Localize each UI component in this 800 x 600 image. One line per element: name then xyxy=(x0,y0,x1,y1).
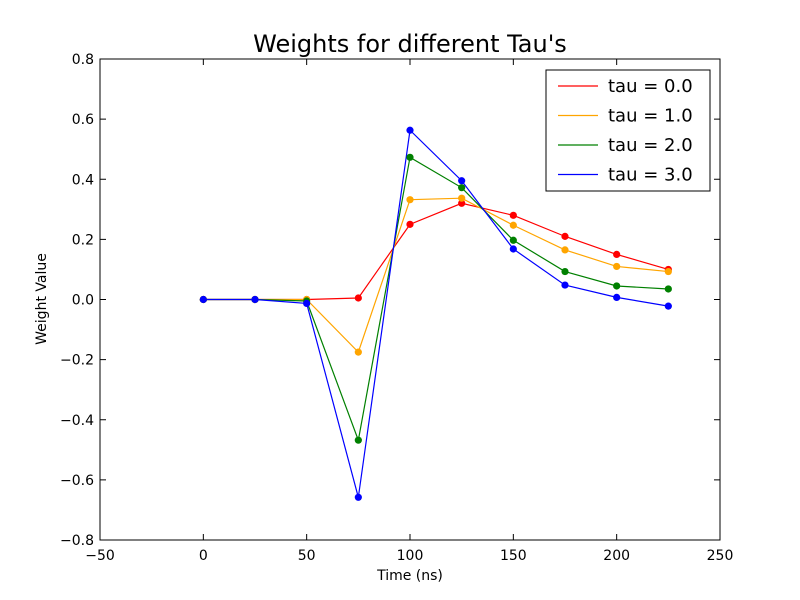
series-3-point xyxy=(199,295,207,304)
series-2-point xyxy=(613,282,621,290)
axis-ticks: −50 0 50 100 150 200 250 −0.8 −0.6 −0.4 −0.2 0.0 0.2… xyxy=(60,52,733,564)
legend-label: tau = 1.0 xyxy=(608,106,693,127)
series-2-point xyxy=(509,236,517,244)
x-tick-label: 200 xyxy=(603,548,630,564)
series-2-point xyxy=(406,153,414,161)
series-line-1 xyxy=(203,197,669,354)
y-tick-label: 0.4 xyxy=(72,172,94,188)
x-tick-label: 150 xyxy=(500,548,527,564)
series-2-point xyxy=(664,285,672,293)
y-axis-label: Weight Value xyxy=(34,253,50,345)
series-3-point xyxy=(303,299,311,308)
series-3-point xyxy=(509,245,517,253)
legend: tau = 0.0 tau = 1.0 tau = 2.0 tau = 3.0 xyxy=(545,69,711,192)
series-2-point xyxy=(354,436,362,444)
series-2-point xyxy=(561,267,569,276)
legend-label: tau = 2.0 xyxy=(608,135,693,156)
legend-label: tau = 0.0 xyxy=(608,76,693,97)
series-1-point xyxy=(613,262,621,271)
y-tick-label: 0.8 xyxy=(72,52,94,68)
series-3-point xyxy=(613,293,621,301)
series-1-point xyxy=(354,348,362,356)
series-1-point xyxy=(664,267,672,276)
series-1-point xyxy=(509,221,517,229)
series-0-point xyxy=(561,232,569,240)
y-tick-label: 0.6 xyxy=(72,112,94,128)
legend-box xyxy=(545,69,711,192)
series-0-point xyxy=(509,211,517,219)
series-3-point xyxy=(406,126,414,134)
series-2-point xyxy=(458,184,466,192)
x-tick-label: 0 xyxy=(199,548,208,564)
series-line-2 xyxy=(203,156,669,443)
chart-title: Weights for different Tau's xyxy=(253,30,567,58)
y-tick-label: 0.0 xyxy=(72,293,94,309)
series-line-0 xyxy=(203,202,669,301)
y-tick-label: 0.2 xyxy=(72,232,94,248)
legend-label: tau = 3.0 xyxy=(608,165,693,186)
series-3-point xyxy=(458,177,466,185)
series-3-point xyxy=(354,493,362,501)
x-tick-label: 250 xyxy=(707,548,734,564)
y-tick-label: −0.8 xyxy=(60,533,94,549)
series-3-point xyxy=(561,281,569,289)
y-tick-label: −0.4 xyxy=(60,413,94,429)
y-tick-label: −0.2 xyxy=(60,353,94,369)
y-tick-label: −0.6 xyxy=(60,473,94,489)
x-tick-label: −50 xyxy=(85,548,115,564)
series-1-point xyxy=(406,196,414,204)
series-0-point xyxy=(613,250,621,259)
series-1-point xyxy=(561,246,569,254)
series-0-point xyxy=(354,294,362,302)
series-3-point xyxy=(251,295,259,304)
series-0-point xyxy=(458,199,466,207)
series-1-point xyxy=(458,194,466,202)
series-line-3 xyxy=(203,128,669,498)
series-3-point xyxy=(664,302,672,310)
x-axis-label: Time (ns) xyxy=(376,568,443,584)
x-tick-label: 50 xyxy=(298,548,316,564)
series-0-point xyxy=(406,220,414,228)
x-tick-label: 100 xyxy=(397,548,424,564)
